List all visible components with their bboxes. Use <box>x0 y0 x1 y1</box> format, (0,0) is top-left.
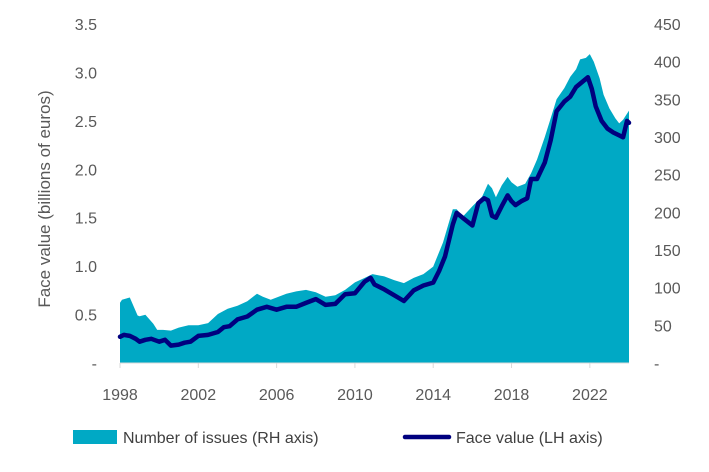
left-tick-label: 2.0 <box>75 162 97 179</box>
left-axis-ticks: - 0.5 1.0 1.5 2.0 2.5 3.0 3.5 <box>75 17 97 373</box>
issues-area <box>120 54 629 363</box>
left-tick-label: - <box>92 356 97 373</box>
left-tick-label: 0.5 <box>75 308 97 325</box>
x-axis-ticks: 1998 2002 2006 2010 2014 2018 2022 <box>102 363 608 404</box>
left-tick-label: 1.5 <box>75 211 97 228</box>
legend-label-issues: Number of issues (RH axis) <box>123 430 319 447</box>
legend-swatch-issues <box>73 430 117 444</box>
area-layer <box>120 54 629 363</box>
right-tick-label: 250 <box>654 168 681 185</box>
right-tick-label: 200 <box>654 205 681 222</box>
right-axis-ticks: - 50 100 150 200 250 300 350 400 450 <box>654 17 681 373</box>
left-axis-title: Face value (billions of euros) <box>35 90 54 307</box>
x-tick-label: 2006 <box>259 387 295 404</box>
face-value-line <box>117 75 632 348</box>
x-tick-label: 2018 <box>494 387 530 404</box>
legend-label-face-value: Face value (LH axis) <box>456 430 603 447</box>
right-tick-label: 300 <box>654 130 681 147</box>
right-tick-label: 50 <box>654 318 672 335</box>
right-tick-label: 350 <box>654 92 681 109</box>
legend: Number of issues (RH axis) Face value (L… <box>73 430 603 447</box>
right-tick-label: - <box>654 356 659 373</box>
right-tick-label: 450 <box>654 17 681 34</box>
left-tick-label: 3.0 <box>75 65 97 82</box>
left-tick-label: 2.5 <box>75 114 97 131</box>
x-tick-label: 1998 <box>102 387 138 404</box>
right-tick-label: 150 <box>654 243 681 260</box>
x-tick-label: 2002 <box>181 387 217 404</box>
left-tick-label: 3.5 <box>75 17 97 34</box>
x-tick-label: 2022 <box>572 387 608 404</box>
left-tick-label: 1.0 <box>75 259 97 276</box>
right-tick-label: 400 <box>654 55 681 72</box>
x-tick-label: 2014 <box>415 387 451 404</box>
right-tick-label: 100 <box>654 281 681 298</box>
line-layer <box>117 75 632 348</box>
x-tick-label: 2010 <box>337 387 373 404</box>
